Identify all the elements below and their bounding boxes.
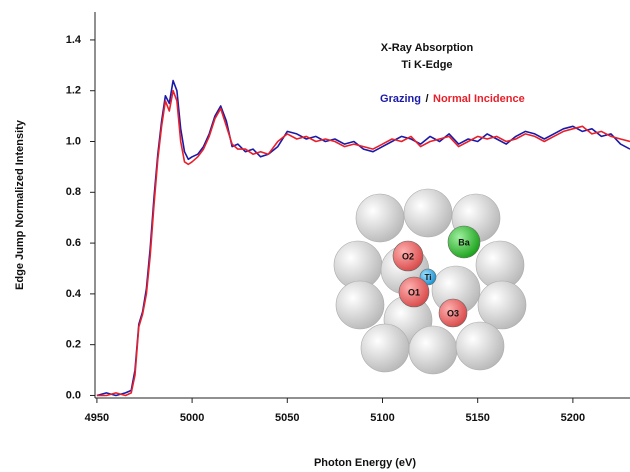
atom — [477, 280, 527, 330]
inset-diagram: Ba O2 Ti O1 O3 — [333, 188, 527, 375]
atom — [360, 323, 410, 373]
series-line — [96, 89, 630, 397]
atom — [398, 276, 430, 308]
atom-label: O2 — [402, 251, 414, 261]
x-axis-title: Photon Energy (eV) — [314, 457, 416, 469]
annotation: Ti K-Edge — [401, 59, 452, 71]
y-tick-label: 0.4 — [66, 288, 82, 300]
atom-label: O3 — [447, 308, 459, 318]
y-tick-label: 0.2 — [66, 339, 81, 351]
x-tick-label: 5200 — [561, 412, 585, 424]
x-tick-label: 5150 — [465, 412, 489, 424]
x-tick-label: 5100 — [370, 412, 394, 424]
legend-entry: Grazing — [380, 93, 421, 105]
y-tick-label: 1.2 — [66, 85, 81, 97]
y-tick-label: 1.0 — [66, 135, 81, 147]
atom — [335, 280, 385, 330]
atom — [408, 325, 458, 375]
atom-label: O1 — [408, 287, 420, 297]
x-tick-label: 5050 — [275, 412, 299, 424]
atom-label: Ba — [458, 237, 470, 247]
y-tick-label: 0.8 — [66, 186, 81, 198]
y-tick-label: 0.0 — [66, 389, 81, 401]
y-axis-title: Edge Jump Normalized Intensity — [14, 119, 26, 290]
y-tick-label: 0.6 — [66, 237, 81, 249]
atom — [447, 225, 481, 259]
annotation: X-Ray Absorption — [381, 42, 474, 54]
atom — [392, 240, 424, 272]
legend-entry: Normal Incidence — [433, 93, 525, 105]
atom — [403, 188, 453, 238]
y-tick-label: 1.4 — [66, 34, 82, 46]
legend-separator: / — [425, 93, 428, 105]
atom — [355, 193, 405, 243]
x-tick-label: 4950 — [85, 412, 109, 424]
legend: Grazing / Normal Incidence — [380, 93, 525, 105]
atom-label: Ti — [425, 273, 432, 282]
x-tick-label: 5000 — [180, 412, 204, 424]
atom — [438, 298, 468, 328]
atom — [455, 321, 505, 371]
